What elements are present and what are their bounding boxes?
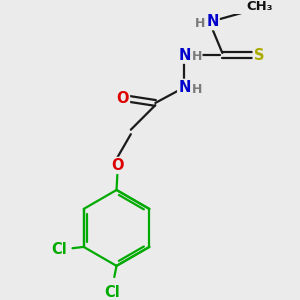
Text: O: O — [111, 158, 124, 173]
Text: N: N — [206, 14, 219, 29]
Text: H: H — [192, 50, 202, 64]
Text: S: S — [254, 48, 264, 63]
Text: CH₃: CH₃ — [247, 1, 273, 13]
Text: N: N — [178, 48, 190, 63]
Text: Cl: Cl — [51, 242, 67, 256]
Text: H: H — [195, 17, 205, 30]
Text: N: N — [178, 80, 190, 95]
Text: H: H — [192, 82, 202, 96]
Text: O: O — [116, 91, 129, 106]
Text: Cl: Cl — [104, 285, 120, 300]
